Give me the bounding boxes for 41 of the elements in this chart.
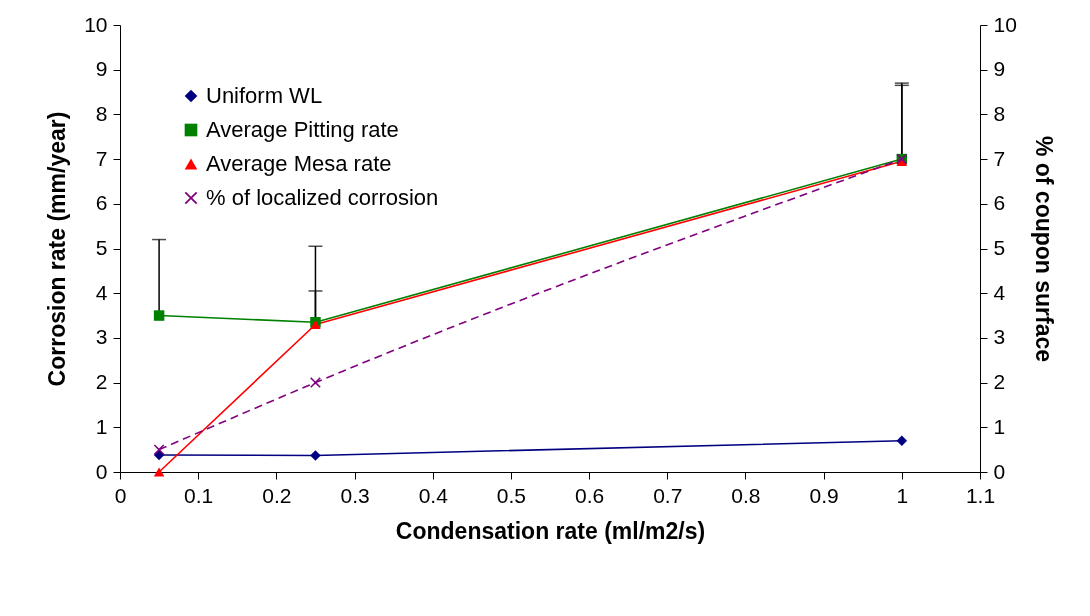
x-tick-label: 0.3 bbox=[340, 483, 370, 507]
x-tick-label: 1.1 bbox=[965, 483, 996, 507]
y2-tick-label: 5 bbox=[993, 236, 1006, 259]
x-tick-label: 0.9 bbox=[809, 483, 839, 507]
y-tick-label: 1 bbox=[95, 414, 108, 438]
y-axis-title: Corrosion rate (mm/year) bbox=[44, 111, 71, 387]
x-tick-label: 0.5 bbox=[496, 483, 527, 507]
y-tick-label: 0 bbox=[95, 459, 108, 483]
y2-tick-label: 1 bbox=[993, 414, 1006, 438]
x-tick-label: 0.8 bbox=[731, 483, 761, 507]
y2-tick-label: 3 bbox=[993, 325, 1006, 349]
y2-axis-title: % of coupon surface bbox=[1030, 135, 1057, 363]
x-axis-title: Condensation rate (ml/m2/s) bbox=[395, 517, 706, 544]
x-tick-label: 0.2 bbox=[262, 483, 292, 507]
y-tick-label: 9 bbox=[95, 57, 108, 81]
x-tick-label: 0.1 bbox=[184, 483, 214, 507]
y-tick-label: 4 bbox=[95, 280, 108, 304]
y2-tick-label: 7 bbox=[993, 146, 1006, 170]
x-tick-label: 0.4 bbox=[418, 483, 449, 507]
x-tick-label: 1 bbox=[896, 483, 909, 507]
y2-tick-label: 0 bbox=[993, 459, 1006, 483]
y2-tick-label: 6 bbox=[993, 191, 1006, 215]
legend-label: Average Mesa rate bbox=[206, 151, 392, 176]
x-tick-label: 0.6 bbox=[574, 483, 605, 507]
y-tick-label: 6 bbox=[95, 191, 108, 215]
y-tick-label: 7 bbox=[95, 146, 108, 170]
legend-label: Average Pitting rate bbox=[206, 117, 399, 142]
y2-tick-label: 8 bbox=[993, 101, 1006, 125]
legend-label: % of localized corrosion bbox=[206, 185, 439, 210]
y-tick-label: 5 bbox=[95, 236, 108, 259]
y-tick-label: 8 bbox=[95, 101, 108, 125]
y2-tick-label: 4 bbox=[993, 280, 1006, 304]
x-tick-label: 0.7 bbox=[653, 483, 683, 507]
y-tick-label: 10 bbox=[84, 12, 108, 36]
y2-tick-label: 10 bbox=[993, 12, 1017, 36]
y-tick-label: 3 bbox=[95, 325, 108, 349]
legend-label: Uniform WL bbox=[206, 83, 323, 108]
y-tick-label: 2 bbox=[95, 370, 108, 394]
y2-tick-label: 9 bbox=[993, 57, 1006, 81]
x-tick-label: 0 bbox=[114, 483, 127, 507]
y2-tick-label: 2 bbox=[993, 370, 1006, 394]
